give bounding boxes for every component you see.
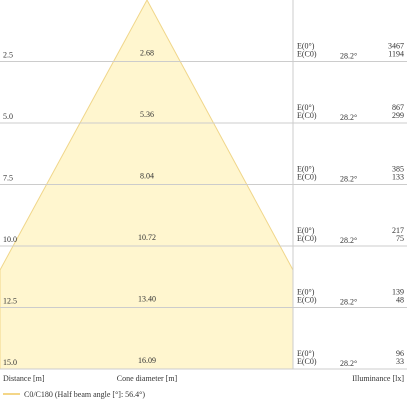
value-a: 3467 — [388, 42, 404, 51]
label-b: E(C0) — [297, 111, 317, 120]
label-a: E(0°) — [297, 226, 315, 235]
distance: 7.5 — [3, 174, 13, 183]
diameter: 13.40 — [138, 295, 156, 304]
value-b: 75 — [396, 234, 404, 243]
label-a: E(0°) — [297, 165, 315, 174]
value-a: 385 — [392, 165, 404, 174]
diameter: 16.09 — [138, 356, 156, 365]
distance: 5.0 — [3, 112, 13, 121]
label-a: E(0°) — [297, 103, 315, 112]
value-a: 139 — [392, 288, 404, 297]
label-a: E(0°) — [297, 42, 315, 51]
distance: 12.5 — [3, 297, 17, 306]
angle: 28.2° — [340, 113, 357, 122]
distance-header: Distance [m] — [3, 374, 45, 383]
angle: 28.2° — [340, 52, 357, 61]
label-b: E(C0) — [297, 50, 317, 59]
value-a: 217 — [392, 226, 404, 235]
diameter: 5.36 — [140, 110, 154, 119]
diameter: 2.68 — [140, 49, 154, 58]
distance: 10.0 — [3, 235, 17, 244]
label-a: E(0°) — [297, 349, 315, 358]
value-a: 96 — [396, 349, 404, 358]
value-b: 1194 — [388, 50, 404, 59]
distance: 15.0 — [3, 358, 17, 367]
value-b: 48 — [396, 296, 404, 305]
diameter: 8.04 — [140, 172, 154, 181]
value-b: 33 — [396, 357, 404, 366]
angle: 28.2° — [340, 175, 357, 184]
value-b: 299 — [392, 111, 404, 120]
angle: 28.2° — [340, 359, 357, 368]
illuminance-header: Illuminance [lx] — [352, 374, 404, 383]
value-b: 133 — [392, 173, 404, 182]
label-b: E(C0) — [297, 173, 317, 182]
diameter-header: Cone diameter [m] — [117, 374, 178, 383]
label-b: E(C0) — [297, 296, 317, 305]
angle: 28.2° — [340, 298, 357, 307]
angle: 28.2° — [340, 236, 357, 245]
value-a: 867 — [392, 103, 404, 112]
label-a: E(0°) — [297, 288, 315, 297]
diameter: 10.72 — [138, 233, 156, 242]
legend-label: C0/C180 (Half beam angle [°]: 56.4°) — [24, 390, 145, 399]
distance: 2.5 — [3, 51, 13, 60]
label-b: E(C0) — [297, 357, 317, 366]
label-b: E(C0) — [297, 234, 317, 243]
